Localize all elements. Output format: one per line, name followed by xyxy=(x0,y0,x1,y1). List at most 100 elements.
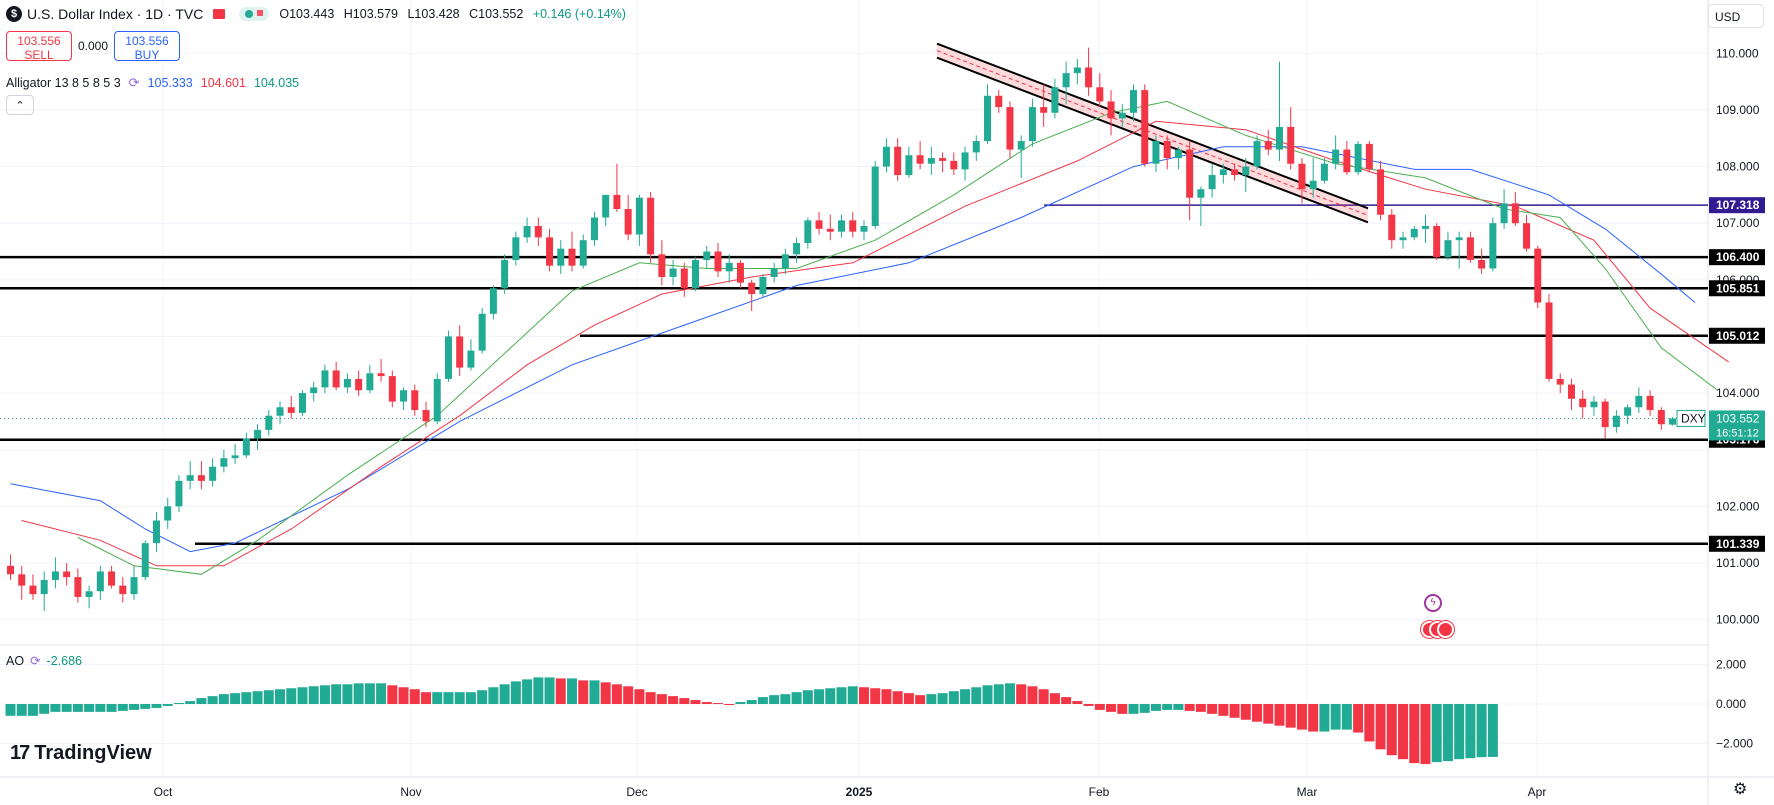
news-flash-icon[interactable]: ϟ xyxy=(1424,594,1442,612)
level-badge xyxy=(1709,535,1765,552)
candle-body xyxy=(1309,180,1317,190)
candle xyxy=(18,565,26,600)
ao-bar xyxy=(342,684,353,704)
candle-body xyxy=(501,259,509,289)
tradingview-logo[interactable]: 17 TradingView xyxy=(10,742,152,765)
ao-bar xyxy=(1038,689,1049,704)
ao-bar xyxy=(903,693,914,704)
currency-select[interactable]: USD xyxy=(1708,4,1764,28)
ao-bar xyxy=(656,694,667,704)
candle xyxy=(759,274,767,297)
flag-icon[interactable] xyxy=(213,9,226,19)
candle-body xyxy=(231,455,239,459)
candle xyxy=(197,461,205,490)
candle xyxy=(1433,223,1441,260)
ao-bar xyxy=(488,687,499,704)
economic-events-icon[interactable] xyxy=(1421,621,1454,638)
symbol-title[interactable]: U.S. Dollar Index · 1D · TVC xyxy=(27,6,204,22)
ao-legend[interactable]: AO ⟳ -2.686 xyxy=(6,653,82,669)
symbol-icon: $ xyxy=(6,6,22,22)
candle-body xyxy=(1444,240,1452,258)
candle-body xyxy=(624,209,632,235)
candle-body xyxy=(882,146,890,167)
candle-body xyxy=(1657,410,1665,425)
candle-body xyxy=(332,370,340,388)
candle xyxy=(512,231,520,266)
candle-body xyxy=(950,160,958,170)
collapse-legend-button[interactable]: ⌃ xyxy=(6,95,34,115)
ao-bar xyxy=(465,692,476,704)
candle xyxy=(613,163,621,212)
ao-bar xyxy=(769,695,780,704)
candle-body xyxy=(1579,398,1587,408)
ao-bar xyxy=(499,684,510,704)
candle xyxy=(1455,231,1463,269)
candle xyxy=(1320,158,1328,184)
candle-body xyxy=(939,158,947,161)
price-tick-label: 110.000 xyxy=(1716,46,1759,60)
candle-body xyxy=(568,248,576,266)
candle xyxy=(1017,135,1025,178)
refresh-icon[interactable]: ⟳ xyxy=(128,75,140,90)
candle-body xyxy=(29,585,37,595)
trend-channel-lower xyxy=(936,56,1369,224)
candle-body xyxy=(534,226,542,238)
candle xyxy=(950,152,958,176)
candle xyxy=(1073,58,1081,85)
ao-bar xyxy=(1173,704,1184,710)
ao-bar xyxy=(95,704,106,712)
ao-bar xyxy=(16,704,27,716)
chart-header: $ U.S. Dollar Index · 1D · TVC O103.443 … xyxy=(6,6,626,22)
buy-button[interactable]: 103.556 BUY xyxy=(114,31,180,62)
ao-bar xyxy=(1442,704,1453,762)
alligator-legend[interactable]: Alligator 13 8 5 8 5 3 ⟳ 105.333 104.601… xyxy=(6,75,299,91)
sell-button[interactable]: 103.556 SELL xyxy=(6,31,72,62)
candle-body xyxy=(152,520,160,544)
candle-body xyxy=(714,251,722,272)
candle xyxy=(422,401,430,428)
candle-body xyxy=(546,237,554,266)
ao-bar xyxy=(679,698,690,704)
level-badge-label: 101.339 xyxy=(1716,537,1760,551)
candle-body xyxy=(63,571,71,578)
ao-bar xyxy=(319,685,330,704)
market-status-icon[interactable] xyxy=(239,7,270,21)
ao-bar xyxy=(780,694,791,704)
candle xyxy=(1242,158,1250,193)
ao-bar xyxy=(1072,701,1083,704)
ao-bar xyxy=(1330,704,1341,730)
ao-bar xyxy=(1487,704,1498,757)
ao-bar xyxy=(668,696,679,704)
candle xyxy=(1590,395,1598,416)
candle xyxy=(175,475,183,513)
candle-body xyxy=(1186,149,1194,198)
ao-bar xyxy=(567,678,577,704)
ao-bar xyxy=(1285,704,1296,728)
candle xyxy=(1343,141,1351,176)
candle-body xyxy=(1275,126,1283,150)
candle xyxy=(602,194,610,227)
ao-value: -2.686 xyxy=(46,653,82,668)
candle-body xyxy=(1523,223,1531,249)
candle-body xyxy=(1197,189,1205,198)
candle xyxy=(916,141,924,170)
candle-body xyxy=(557,248,565,266)
candle xyxy=(7,554,14,580)
candle xyxy=(669,259,677,286)
candle-body xyxy=(523,226,531,238)
candle xyxy=(1309,158,1317,198)
ao-bar xyxy=(1308,704,1319,732)
ao-bar xyxy=(196,698,207,704)
ao-bar xyxy=(50,704,61,712)
level-badge xyxy=(1709,249,1765,266)
candle-body xyxy=(175,480,183,507)
ao-bar xyxy=(982,685,993,704)
candle-body xyxy=(1242,166,1250,176)
settings-gear-icon[interactable]: ⚙ xyxy=(1733,781,1748,798)
candle-body xyxy=(1287,126,1295,164)
logo-text: TradingView xyxy=(34,742,152,764)
refresh-icon[interactable]: ⟳ xyxy=(30,654,41,668)
ao-bar xyxy=(1027,686,1038,704)
